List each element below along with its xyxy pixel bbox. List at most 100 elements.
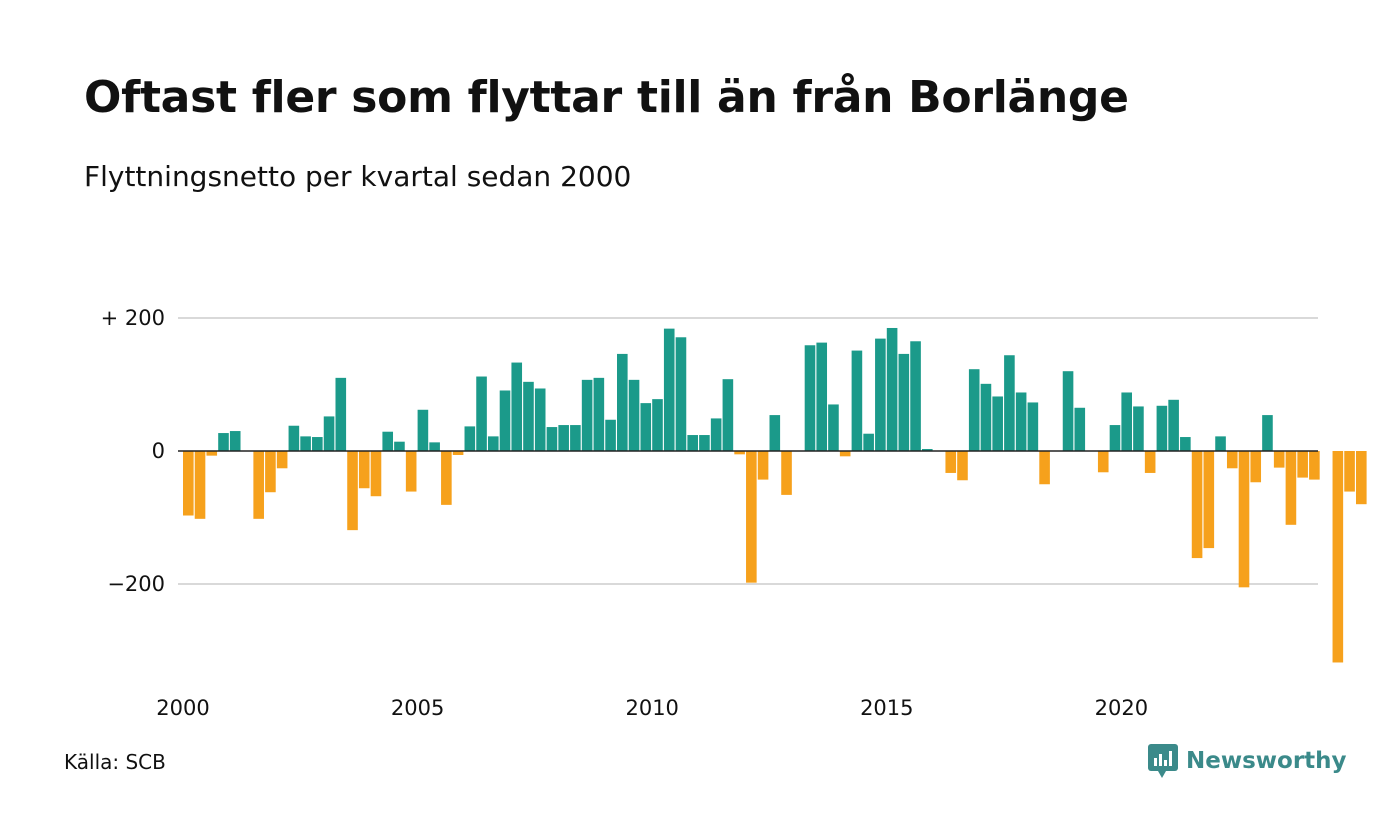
bar [1356,451,1367,505]
bar [452,451,464,455]
bar [1344,451,1355,492]
bar [1226,451,1238,469]
bar [746,451,757,583]
x-tick-label: 2000 [156,696,209,720]
bar [1133,406,1144,451]
bar [663,328,675,451]
x-tick-label: 2005 [391,696,444,720]
bar [511,362,523,452]
bar [710,418,722,452]
bar [1027,402,1039,451]
bar [581,379,593,452]
bar [781,451,792,495]
bar [1156,405,1168,451]
bar [1121,392,1132,451]
bar [757,451,769,480]
bar [804,345,816,451]
bar [323,416,335,451]
chart-title: Oftast fler som flyttar till än från Bor… [84,72,1129,123]
bar [276,451,288,469]
bar [652,399,663,451]
x-axis-ticks: 2000 2005 2010 2015 2020 [156,696,1148,720]
bar [1039,451,1050,485]
bar [1168,399,1179,452]
y-tick-label: −200 [107,572,165,596]
bar [1250,451,1262,483]
bar [1273,451,1285,468]
y-tick-label: + 200 [101,306,165,330]
bar [1097,451,1109,473]
chart-subtitle: Flyttningsnetto per kvartal sedan 2000 [84,160,632,193]
bar [441,451,452,505]
bar [910,341,921,451]
bar [980,383,992,451]
bar [1074,407,1086,451]
bar [534,388,546,451]
bar [370,451,382,497]
bar [464,426,476,451]
bar [593,377,605,451]
brand-name: Newsworthy [1186,748,1347,774]
bar [476,376,487,451]
bar [968,369,980,451]
source-note: Källa: SCB [64,750,166,774]
bar [1180,437,1191,451]
bar [1309,451,1320,480]
bar [628,379,640,452]
bar [992,396,1003,451]
bar [183,451,194,516]
bar [382,431,394,451]
bar [957,451,968,481]
bar [816,342,828,452]
bar [335,377,347,451]
bar [617,353,628,451]
x-tick-label: 2020 [1095,696,1148,720]
bar-chart: + 200 0 −200 2000 2005 2010 2015 2020 [101,306,1367,720]
bar [699,435,710,451]
bar [640,403,652,451]
bar [312,437,323,451]
y-axis-ticks: + 200 0 −200 [101,306,165,596]
bar [523,381,534,451]
bar [921,449,933,451]
bar [875,338,886,452]
bar [734,451,745,455]
bar [687,435,698,451]
bar [1203,451,1215,549]
bar [828,404,839,451]
newsworthy-logo-icon [1148,744,1178,778]
bar [300,436,311,451]
bar [417,409,429,451]
bar [487,436,499,451]
bar [347,451,358,531]
bar [1109,425,1121,451]
bar [394,441,405,451]
bar [851,350,863,451]
bar [675,337,687,451]
bar [1262,415,1273,451]
bar [1015,392,1027,451]
bar [218,433,229,452]
y-tick-label: 0 [152,439,165,463]
bars [178,327,1367,663]
bar [570,425,581,451]
bar [265,451,276,493]
bar [1215,436,1226,451]
x-tick-label: 2015 [860,696,913,720]
bar [499,390,511,452]
bar [1062,371,1074,451]
bar [1004,355,1015,451]
bar [1144,451,1156,473]
gridlines [178,317,1318,585]
bar [1332,451,1344,663]
bar [605,419,616,452]
bar [839,451,851,457]
brand-logo: Newsworthy [1148,744,1347,778]
bar [405,451,417,492]
bar [358,451,370,489]
bar [722,379,734,451]
bar [945,451,957,473]
bar [558,425,569,451]
bar [898,353,910,451]
bar [863,433,874,451]
